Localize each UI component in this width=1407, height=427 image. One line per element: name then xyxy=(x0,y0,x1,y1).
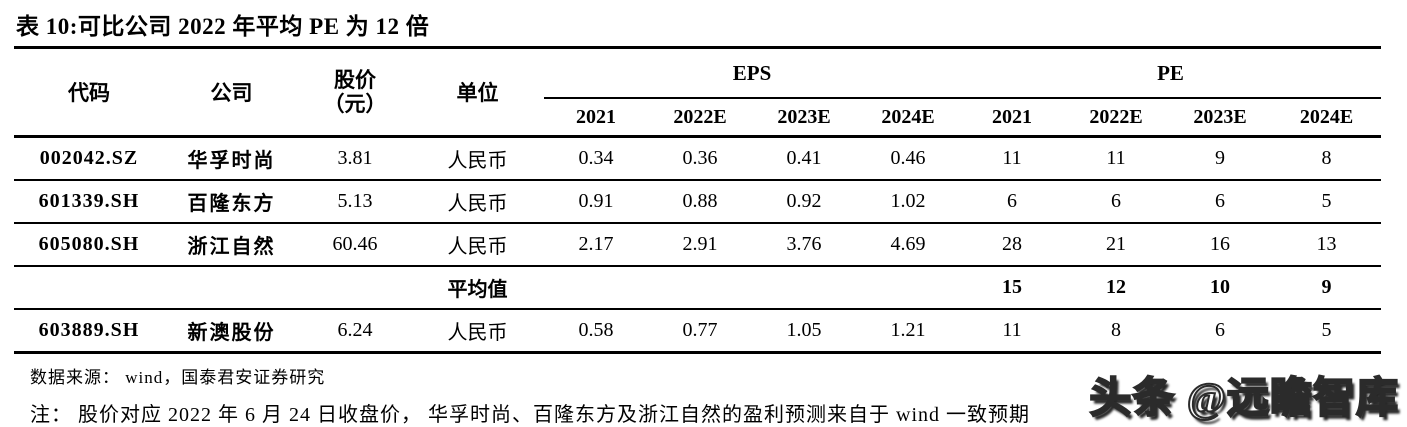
code-cell: 002042.SZ xyxy=(14,136,164,181)
eps-value: 0.58 xyxy=(544,309,648,354)
eps-value xyxy=(752,266,856,310)
pe-value: 8 xyxy=(1064,309,1169,354)
eps-value: 0.77 xyxy=(648,309,752,354)
eps-value: 0.34 xyxy=(544,136,648,181)
eps-value: 0.88 xyxy=(648,180,752,224)
average-row: 平均值 15 12 10 9 xyxy=(14,266,1382,310)
pe-value: 9 xyxy=(1168,136,1273,181)
eps-value: 1.21 xyxy=(856,309,961,354)
pe-year-2023e: 2023E xyxy=(1168,98,1273,138)
code-cell: 601339.SH xyxy=(14,180,164,224)
pe-value: 5 xyxy=(1272,309,1382,354)
average-label: 平均值 xyxy=(411,266,544,310)
column-header-code: 代码 xyxy=(14,49,164,138)
table-row: 002042.SZ 华孚时尚 3.81 人民币 0.34 0.36 0.41 0… xyxy=(14,136,1382,181)
pe-value: 8 xyxy=(1272,136,1382,181)
eps-year-2021: 2021 xyxy=(544,98,648,138)
column-header-unit: 单位 xyxy=(411,49,544,138)
pe-value: 6 xyxy=(1064,180,1169,224)
eps-value xyxy=(648,266,752,310)
pe-value: 6 xyxy=(1168,180,1273,224)
unit-cell: 人民币 xyxy=(411,136,544,181)
table-title: 表 10:可比公司 2022 年平均 PE 为 12 倍 xyxy=(14,0,1381,49)
pe-year-2021: 2021 xyxy=(960,98,1065,138)
code-cell: 605080.SH xyxy=(14,223,164,267)
company-cell: 华孚时尚 xyxy=(164,136,299,181)
column-header-price-line2: （元） xyxy=(323,92,387,116)
pe-value: 15 xyxy=(960,266,1065,310)
pe-value: 11 xyxy=(1064,136,1169,181)
pe-value: 9 xyxy=(1272,266,1382,310)
unit-cell: 人民币 xyxy=(411,309,544,354)
pe-value: 10 xyxy=(1168,266,1273,310)
unit-cell: 人民币 xyxy=(411,180,544,224)
price-cell: 3.81 xyxy=(299,136,411,181)
eps-value: 0.41 xyxy=(752,136,856,181)
table-row: 601339.SH 百隆东方 5.13 人民币 0.91 0.88 0.92 1… xyxy=(14,180,1382,224)
pe-value: 11 xyxy=(960,136,1065,181)
pe-value: 5 xyxy=(1272,180,1382,224)
eps-year-2022e: 2022E xyxy=(648,98,752,138)
eps-year-2023e: 2023E xyxy=(752,98,856,138)
group-header-eps: EPS xyxy=(544,49,961,99)
pe-value: 11 xyxy=(960,309,1065,354)
eps-value: 0.36 xyxy=(648,136,752,181)
pe-value: 16 xyxy=(1168,223,1273,267)
eps-value: 1.02 xyxy=(856,180,961,224)
column-header-company: 公司 xyxy=(164,49,299,138)
code-cell: 603889.SH xyxy=(14,309,164,354)
unit-cell: 人民币 xyxy=(411,223,544,267)
eps-value: 1.05 xyxy=(752,309,856,354)
eps-year-2024e: 2024E xyxy=(856,98,961,138)
company-cell: 新澳股份 xyxy=(164,309,299,354)
table-row: 605080.SH 浙江自然 60.46 人民币 2.17 2.91 3.76 … xyxy=(14,223,1382,267)
company-cell xyxy=(164,266,299,310)
eps-value: 0.46 xyxy=(856,136,961,181)
eps-value: 2.17 xyxy=(544,223,648,267)
eps-value: 4.69 xyxy=(856,223,961,267)
table-row: 603889.SH 新澳股份 6.24 人民币 0.58 0.77 1.05 1… xyxy=(14,309,1382,354)
eps-value: 2.91 xyxy=(648,223,752,267)
pe-value: 6 xyxy=(960,180,1065,224)
pe-value: 13 xyxy=(1272,223,1382,267)
column-header-price-line1: 股价 xyxy=(334,67,376,92)
eps-value: 3.76 xyxy=(752,223,856,267)
pe-year-2024e: 2024E xyxy=(1272,98,1382,138)
comparable-companies-table: 代码 公司 股价 （元） 单位 EPS PE 2021 2022E 2023E … xyxy=(14,49,1382,354)
pe-value: 28 xyxy=(960,223,1065,267)
watermark-toutiao-yuanzhan: 头条 @远瞻智库 xyxy=(1088,375,1399,423)
price-cell: 6.24 xyxy=(299,309,411,354)
company-cell: 浙江自然 xyxy=(164,223,299,267)
price-cell xyxy=(299,266,411,310)
eps-value: 0.91 xyxy=(544,180,648,224)
eps-value xyxy=(544,266,648,310)
group-header-pe: PE xyxy=(960,49,1382,99)
price-cell: 5.13 xyxy=(299,180,411,224)
footnote: 注： 股价对应 2022 年 6 月 24 日收盘价， 华孚时尚、百隆东方及浙江… xyxy=(30,404,1030,426)
code-cell xyxy=(14,266,164,310)
pe-value: 21 xyxy=(1064,223,1169,267)
eps-value xyxy=(856,266,961,310)
pe-year-2022e: 2022E xyxy=(1064,98,1169,138)
data-source-note: 数据来源： wind，国泰君安证券研究 xyxy=(30,368,326,387)
pe-value: 12 xyxy=(1064,266,1169,310)
eps-value: 0.92 xyxy=(752,180,856,224)
company-cell: 百隆东方 xyxy=(164,180,299,224)
price-cell: 60.46 xyxy=(299,223,411,267)
column-header-price: 股价 （元） xyxy=(299,49,411,138)
pe-value: 6 xyxy=(1168,309,1273,354)
